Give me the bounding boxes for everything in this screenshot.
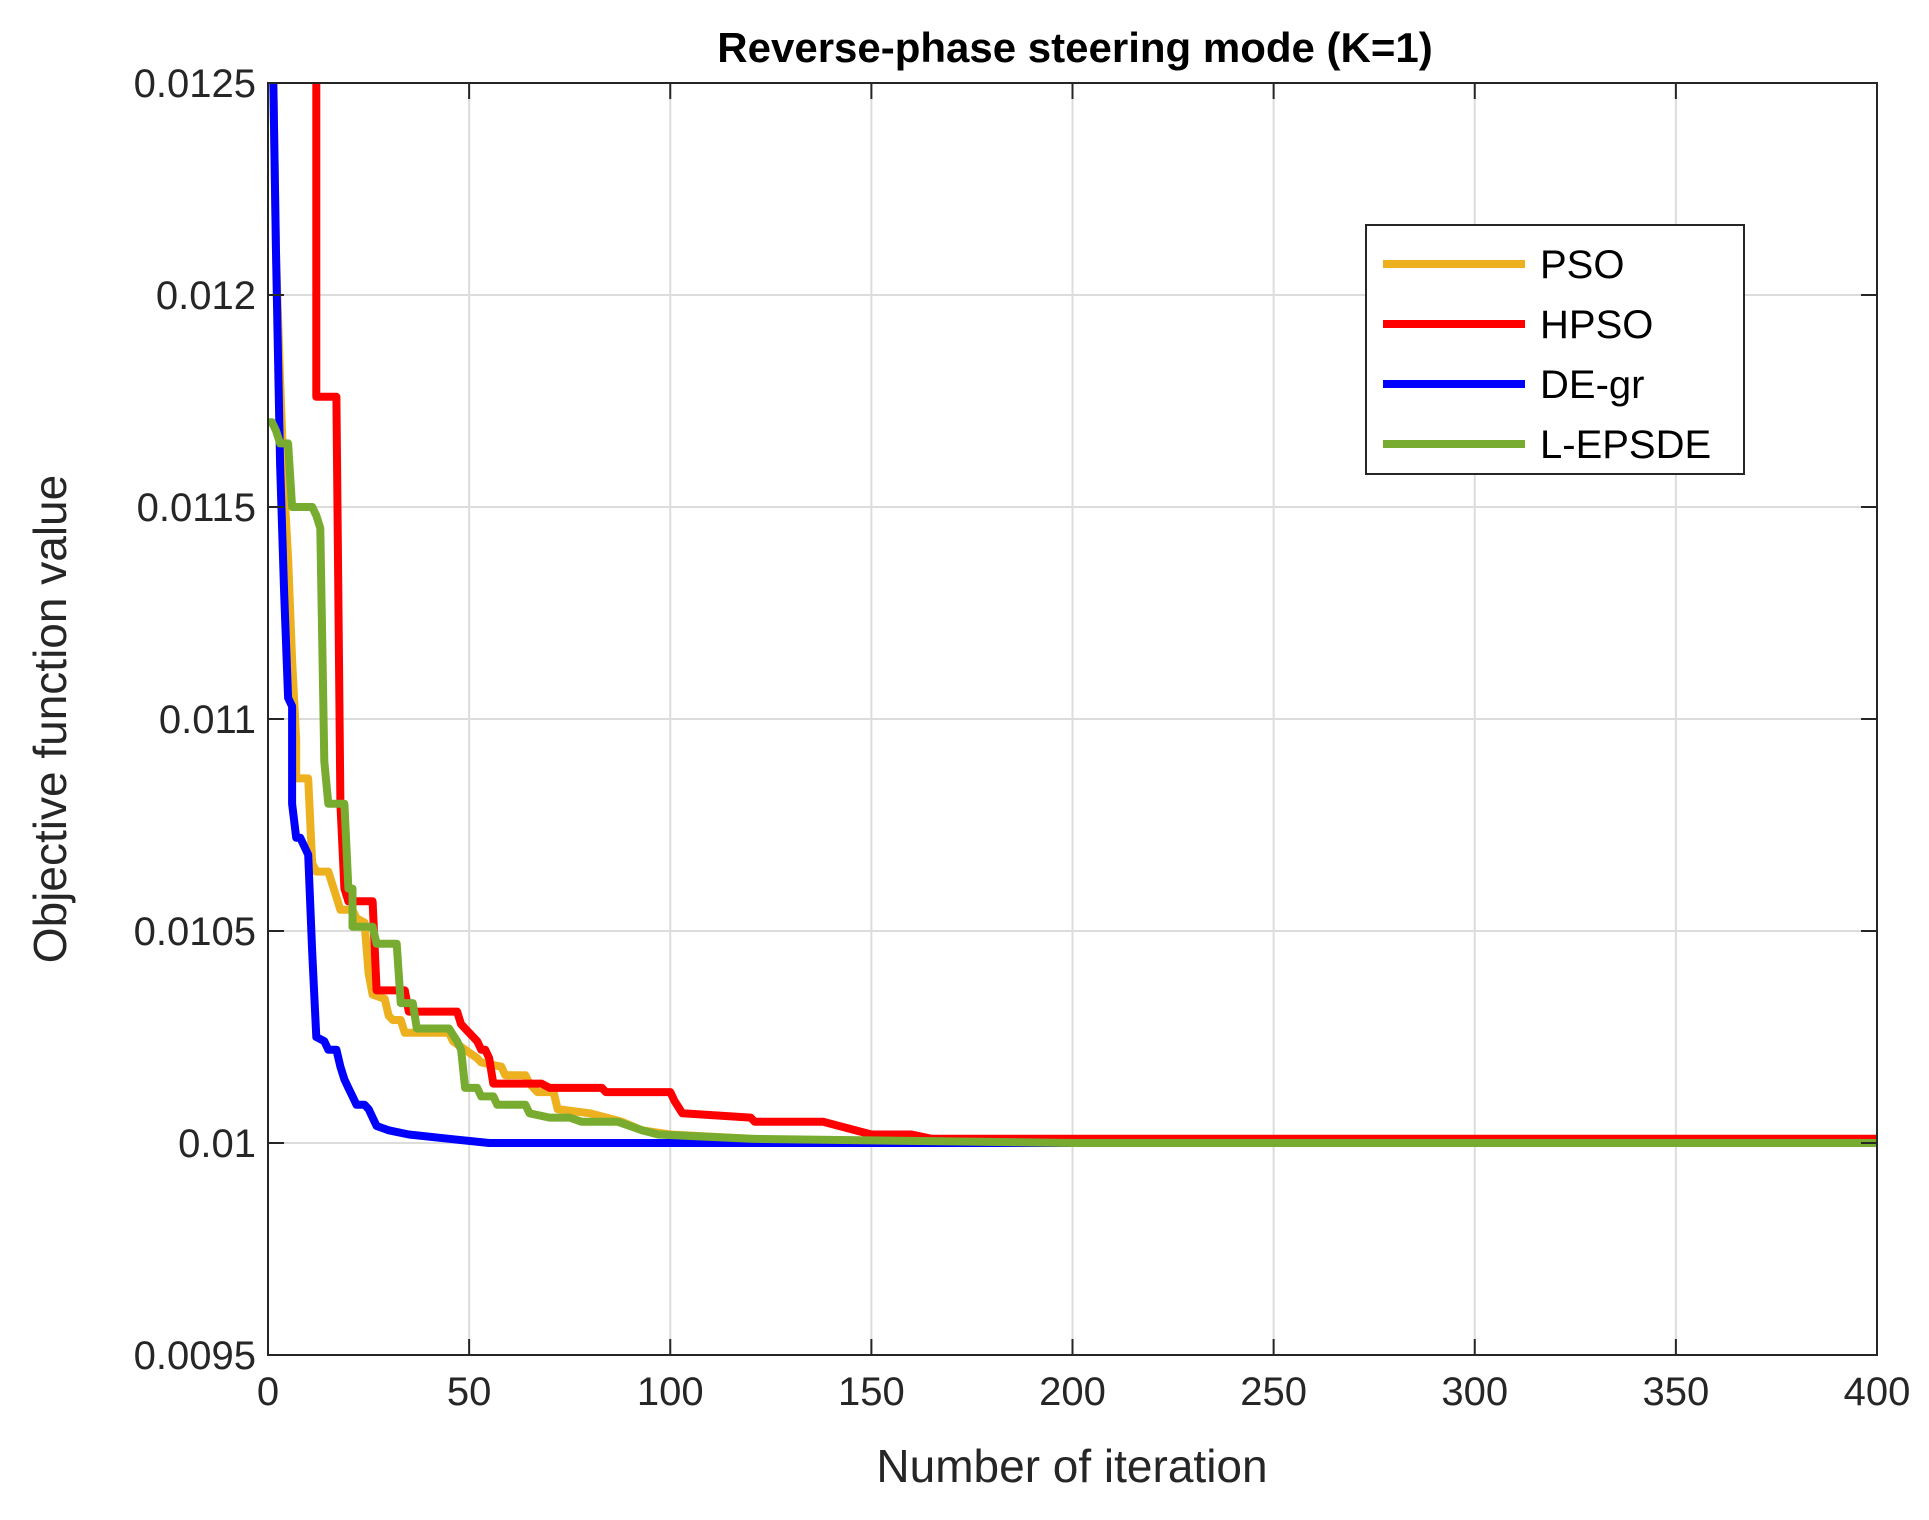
x-tick-label: 50 (447, 1370, 492, 1414)
y-tick-label: 0.0125 (134, 62, 256, 106)
chart-title: Reverse-phase steering mode (K=1) (717, 24, 1432, 71)
series-line-pso (269, 83, 1877, 1147)
x-tick-label: 150 (838, 1370, 905, 1414)
x-tick-label: 350 (1643, 1370, 1710, 1414)
legend-label-hpso: HPSO (1540, 303, 1653, 347)
y-tick-label: 0.0105 (134, 910, 256, 954)
y-axis-label: Objective function value (24, 475, 76, 963)
legend-label-de-gr: DE-gr (1540, 363, 1644, 407)
series-line-l-epsde (268, 418, 1877, 1147)
x-tick-label: 0 (257, 1370, 279, 1414)
x-axis-label: Number of iteration (876, 1440, 1267, 1492)
x-axis-ticks: 0 50 100 150 200 250 300 350 400 (257, 83, 1911, 1414)
y-tick-label: 0.01 (178, 1122, 256, 1166)
series-line-de-gr (269, 83, 1877, 1147)
y-tick-label: 0.011 (159, 698, 256, 742)
x-tick-label: 400 (1844, 1370, 1911, 1414)
x-tick-label: 200 (1039, 1370, 1106, 1414)
legend: PSO HPSO DE-gr L-EPSDE (1365, 224, 1745, 475)
x-tick-label: 250 (1240, 1370, 1307, 1414)
y-axis-ticks: 0.0095 0.01 0.0105 0.011 0.0115 0.012 0.0125 (134, 62, 1877, 1378)
x-tick-label: 300 (1441, 1370, 1508, 1414)
data-series (268, 83, 1877, 1147)
y-tick-label: 0.0115 (137, 486, 256, 530)
legend-label-l-epsde: L-EPSDE (1540, 423, 1711, 467)
legend-label-pso: PSO (1540, 243, 1624, 287)
y-tick-label: 0.012 (156, 274, 256, 318)
series-line-hpso (312, 83, 1877, 1143)
x-tick-label: 100 (637, 1370, 704, 1414)
y-tick-label: 0.0095 (134, 1334, 256, 1378)
